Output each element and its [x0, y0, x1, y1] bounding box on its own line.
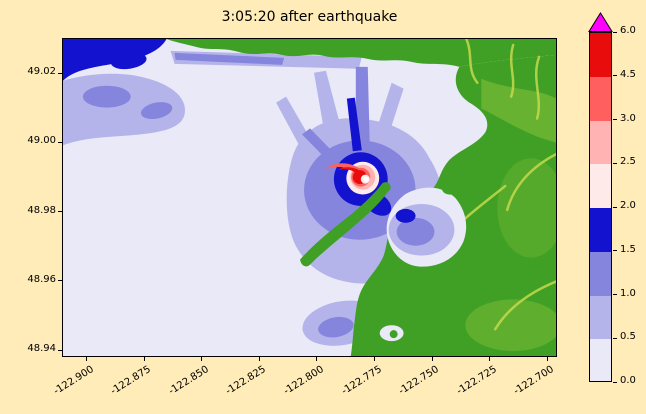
river — [465, 39, 479, 84]
colorbar-tick-label: 4.5 — [620, 68, 636, 80]
colorbar-tick-label: 0.5 — [620, 331, 636, 343]
y-tick-label: 48.98 — [27, 204, 56, 216]
y-tick-label: 49.02 — [27, 66, 56, 78]
wave-source-core — [324, 161, 380, 195]
land-north-shore — [166, 39, 556, 67]
simulation-map — [63, 39, 556, 356]
harbor-strong-wave — [395, 208, 416, 223]
north-shore-wave-band — [174, 52, 285, 65]
x-tick-label: -122.825 — [224, 364, 269, 398]
x-tick-mark — [86, 357, 88, 361]
x-tick-label: -122.700 — [511, 364, 556, 398]
x-tick-mark — [546, 357, 548, 361]
colorbar-segment — [590, 120, 611, 165]
colorbar-tick-label: 2.0 — [620, 200, 636, 211]
colorbar-segment — [590, 164, 611, 208]
wave-ray-strong — [346, 97, 362, 152]
colorbar-tick-mark — [613, 250, 617, 252]
colorbar — [589, 32, 612, 382]
wave-ray — [355, 66, 370, 145]
x-tick-label: -122.900 — [51, 364, 96, 398]
colorbar-tick-mark — [613, 206, 617, 208]
x-tick-mark — [374, 357, 375, 361]
core-white-eye — [363, 176, 369, 182]
colorbar-tick-label: 2.5 — [620, 156, 636, 168]
colorbar-over-arrow — [588, 12, 613, 32]
colorbar-tick-label: 0.0 — [620, 375, 636, 386]
spit-tip — [380, 182, 391, 193]
y-tick-mark — [58, 211, 62, 213]
colorbar-tick-mark — [613, 337, 617, 339]
colorbar-tick-mark — [613, 162, 617, 164]
colorbar-tick-label: 6.0 — [620, 25, 636, 36]
colorbar-segment — [590, 339, 611, 381]
river — [505, 153, 556, 212]
chart-title: 3:05:20 after earthquake — [221, 9, 398, 25]
colorbar-tick-label: 1.5 — [620, 243, 636, 255]
colorbar-tick-mark — [613, 381, 617, 383]
harbor-medium-wave — [396, 217, 435, 246]
islet — [389, 330, 398, 339]
y-tick-mark — [58, 280, 62, 282]
wave-ray — [371, 82, 404, 151]
x-tick-mark — [316, 357, 318, 361]
colorbar-tick-label: 3.0 — [620, 112, 636, 124]
x-tick-mark — [258, 357, 260, 361]
x-tick-label: -122.725 — [454, 364, 499, 398]
x-tick-label: -122.800 — [281, 364, 326, 398]
x-tick-label: -122.775 — [339, 364, 384, 398]
core-crescent-tail — [324, 163, 361, 174]
colorbar-tick-mark — [613, 294, 617, 295]
nw-medium-wave — [82, 85, 131, 108]
colorbar-segment — [590, 33, 611, 77]
wave-regions-northwest — [63, 39, 362, 146]
pond-and-islet — [379, 325, 404, 342]
x-tick-mark — [143, 357, 145, 361]
plot-area — [62, 38, 557, 357]
wave-ray — [276, 96, 316, 155]
harbor-mouth-point — [441, 177, 465, 195]
semiahmoo-spit — [300, 182, 391, 267]
land-terrain-shading — [458, 39, 556, 352]
x-tick-mark — [431, 357, 433, 361]
y-tick-mark — [58, 141, 62, 143]
colorbar-tick-mark — [613, 31, 617, 33]
colorbar-segment — [590, 295, 611, 340]
y-tick-label: 49.00 — [27, 135, 56, 147]
y-tick-mark — [58, 72, 62, 74]
wave-ray — [313, 70, 346, 153]
colorbar-segment — [590, 208, 611, 252]
colorbar-tick-mark — [613, 119, 617, 120]
nw-strong-wave — [110, 52, 147, 70]
spit-land — [300, 184, 390, 267]
river — [535, 55, 541, 120]
x-tick-label: -122.850 — [166, 364, 211, 398]
x-tick-label: -122.750 — [396, 364, 441, 398]
x-tick-mark — [489, 357, 491, 361]
colorbar-segment — [590, 251, 611, 296]
y-tick-label: 48.94 — [27, 343, 56, 355]
over-range-triangle — [588, 12, 613, 32]
colorbar-tick-mark — [613, 75, 617, 77]
colorbar-segment — [590, 76, 611, 121]
core-crescent-tail-inner — [337, 167, 361, 176]
colorbar-tick-label: 1.0 — [620, 287, 636, 299]
x-tick-mark — [201, 357, 203, 361]
river — [509, 43, 515, 98]
south-medium-wave — [318, 316, 354, 338]
north-coast-land — [166, 39, 556, 67]
nw-medium-wave — [140, 102, 173, 119]
terrain-highlight — [497, 158, 556, 258]
y-tick-mark — [58, 349, 62, 351]
river — [494, 280, 556, 331]
y-tick-label: 48.96 — [27, 273, 56, 285]
terrain-highlight — [465, 299, 556, 352]
x-tick-label: -122.875 — [109, 364, 154, 398]
drayton-harbor — [386, 177, 467, 267]
